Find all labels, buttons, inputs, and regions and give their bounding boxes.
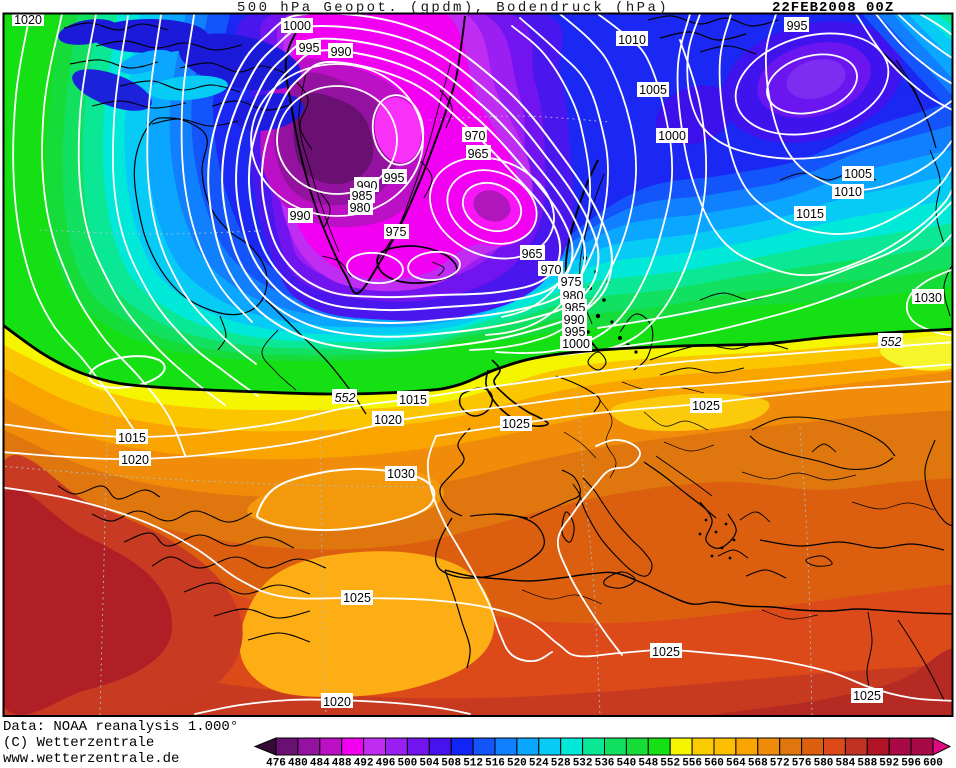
svg-text:1005: 1005 xyxy=(639,83,667,97)
svg-text:www.wetterzentrale.de: www.wetterzentrale.de xyxy=(3,751,179,767)
svg-text:1000: 1000 xyxy=(283,19,311,33)
svg-text:524: 524 xyxy=(529,758,549,768)
svg-text:516: 516 xyxy=(485,758,505,768)
svg-text:1025: 1025 xyxy=(343,591,371,605)
svg-text:576: 576 xyxy=(792,758,812,768)
svg-text:990: 990 xyxy=(564,313,585,327)
svg-text:496: 496 xyxy=(376,758,396,768)
svg-text:552: 552 xyxy=(335,391,356,405)
svg-text:1020: 1020 xyxy=(323,695,351,709)
svg-text:1020: 1020 xyxy=(121,453,149,467)
svg-text:536: 536 xyxy=(595,758,615,768)
svg-text:476: 476 xyxy=(266,758,286,768)
svg-text:1030: 1030 xyxy=(914,291,942,305)
svg-text:(C) Wetterzentrale: (C) Wetterzentrale xyxy=(3,735,154,751)
svg-text:990: 990 xyxy=(331,45,352,59)
svg-text:572: 572 xyxy=(770,758,790,768)
svg-text:540: 540 xyxy=(616,758,636,768)
svg-text:22FEB2008 00Z: 22FEB2008 00Z xyxy=(772,0,894,16)
svg-text:995: 995 xyxy=(299,41,320,55)
svg-text:520: 520 xyxy=(507,758,527,768)
svg-text:600: 600 xyxy=(923,758,943,768)
svg-text:970: 970 xyxy=(541,263,562,277)
svg-text:548: 548 xyxy=(638,758,658,768)
svg-text:995: 995 xyxy=(384,171,405,185)
svg-text:552: 552 xyxy=(660,758,680,768)
svg-text:488: 488 xyxy=(332,758,352,768)
svg-text:532: 532 xyxy=(573,758,593,768)
svg-text:1015: 1015 xyxy=(118,431,146,445)
svg-text:1000: 1000 xyxy=(562,337,590,351)
svg-text:1025: 1025 xyxy=(692,399,720,413)
svg-text:508: 508 xyxy=(441,758,461,768)
svg-text:584: 584 xyxy=(835,758,855,768)
svg-text:1030: 1030 xyxy=(387,467,415,481)
svg-text:564: 564 xyxy=(726,758,746,768)
svg-text:580: 580 xyxy=(814,758,834,768)
svg-text:556: 556 xyxy=(682,758,702,768)
svg-text:975: 975 xyxy=(386,225,407,239)
svg-text:995: 995 xyxy=(565,325,586,339)
svg-text:965: 965 xyxy=(468,147,489,161)
svg-text:492: 492 xyxy=(354,758,374,768)
svg-text:1020: 1020 xyxy=(14,13,42,27)
svg-text:1005: 1005 xyxy=(844,167,872,181)
svg-text:Data: NOAA reanalysis 1.000°: Data: NOAA reanalysis 1.000° xyxy=(3,719,238,735)
svg-text:1015: 1015 xyxy=(796,207,824,221)
svg-text:965: 965 xyxy=(522,247,543,261)
svg-text:500 hPa Geopot. (gpdm), Bodend: 500 hPa Geopot. (gpdm), Bodendruck (hPa) xyxy=(237,0,669,16)
svg-text:1015: 1015 xyxy=(399,393,427,407)
svg-text:592: 592 xyxy=(879,758,899,768)
svg-text:560: 560 xyxy=(704,758,724,768)
svg-text:1025: 1025 xyxy=(853,689,881,703)
svg-text:995: 995 xyxy=(787,19,808,33)
svg-text:588: 588 xyxy=(857,758,877,768)
svg-text:975: 975 xyxy=(561,275,582,289)
svg-text:596: 596 xyxy=(901,758,921,768)
svg-text:990: 990 xyxy=(290,209,311,223)
svg-text:1025: 1025 xyxy=(502,417,530,431)
svg-text:1000: 1000 xyxy=(658,129,686,143)
svg-text:1010: 1010 xyxy=(834,185,862,199)
svg-text:980: 980 xyxy=(350,201,371,215)
svg-text:480: 480 xyxy=(288,758,308,768)
svg-text:985: 985 xyxy=(352,189,373,203)
svg-text:970: 970 xyxy=(465,129,486,143)
svg-text:512: 512 xyxy=(463,758,483,768)
svg-text:1010: 1010 xyxy=(618,33,646,47)
svg-text:528: 528 xyxy=(551,758,571,768)
svg-text:504: 504 xyxy=(419,758,439,768)
svg-text:500: 500 xyxy=(397,758,417,768)
svg-text:552: 552 xyxy=(881,335,902,349)
svg-text:568: 568 xyxy=(748,758,768,768)
svg-text:1020: 1020 xyxy=(374,413,402,427)
svg-text:484: 484 xyxy=(310,758,330,768)
svg-text:1025: 1025 xyxy=(652,645,680,659)
